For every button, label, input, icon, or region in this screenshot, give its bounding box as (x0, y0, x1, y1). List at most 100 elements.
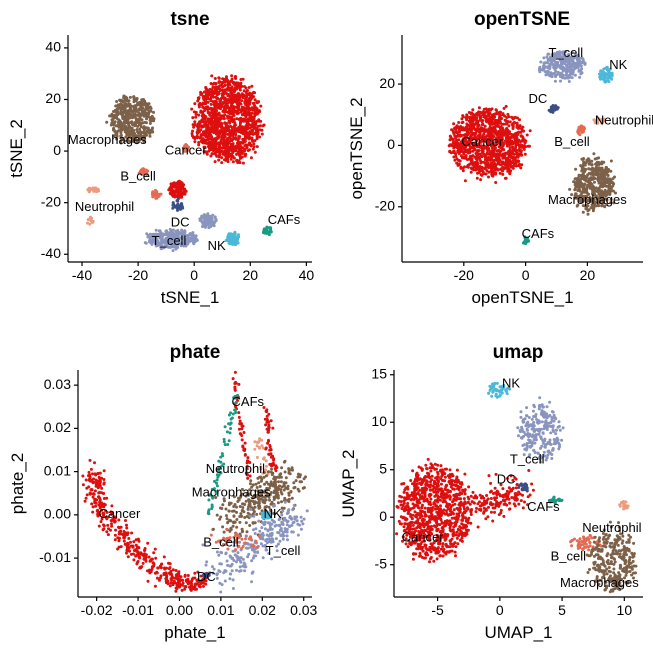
data-point (240, 427, 244, 431)
y-axis-title: openTSNE_2 (347, 97, 366, 199)
data-point (171, 568, 175, 572)
data-point (262, 123, 266, 127)
data-point (223, 145, 227, 149)
data-point (246, 93, 250, 97)
data-point (487, 170, 491, 174)
data-point (246, 476, 250, 480)
data-point (96, 472, 100, 476)
data-point (252, 145, 256, 149)
data-point (231, 128, 235, 132)
data-point (518, 153, 522, 157)
data-point (578, 75, 582, 79)
data-point (480, 123, 484, 127)
data-point (467, 150, 471, 154)
data-point (241, 77, 245, 81)
cluster-label-cafs: CAFs (268, 212, 301, 227)
data-point (171, 249, 175, 253)
data-point (493, 158, 497, 162)
data-point (225, 149, 229, 153)
data-point (151, 190, 155, 194)
data-point (483, 116, 487, 120)
data-point (499, 126, 503, 130)
cluster-label-t-cell: T_cell (548, 45, 583, 60)
data-point (609, 159, 613, 163)
data-point (236, 140, 240, 144)
data-point (168, 584, 172, 588)
data-point (220, 161, 224, 165)
data-point (491, 164, 495, 168)
data-point (89, 215, 93, 219)
data-point (491, 150, 495, 153)
data-point (247, 126, 251, 130)
data-point (241, 96, 245, 100)
data-point (612, 182, 616, 186)
data-point (190, 107, 194, 111)
data-point (572, 65, 576, 69)
data-point (464, 154, 468, 158)
data-point (118, 120, 122, 123)
data-point (512, 164, 516, 168)
data-point (100, 501, 103, 505)
data-point (461, 150, 465, 154)
data-point (248, 111, 251, 115)
data-point (235, 111, 239, 115)
data-point (94, 504, 98, 508)
data-point (135, 128, 139, 131)
data-point (599, 177, 603, 181)
data-point (490, 120, 494, 124)
data-point (248, 100, 252, 104)
data-point (130, 531, 134, 535)
data-point (206, 100, 210, 104)
data-point (127, 115, 131, 119)
data-point (498, 171, 502, 175)
data-point (239, 116, 243, 120)
data-point (182, 183, 186, 187)
data-point (192, 235, 196, 239)
data-point (113, 538, 117, 542)
data-point (579, 164, 583, 168)
data-point (148, 121, 152, 125)
data-point (169, 577, 173, 581)
cluster-label-nk: NK (609, 57, 627, 72)
data-point (227, 106, 231, 110)
data-point (457, 148, 460, 152)
data-point (144, 114, 148, 118)
data-point (607, 75, 611, 79)
data-point (464, 116, 468, 120)
data-point (214, 108, 218, 112)
data-point (209, 223, 213, 227)
data-point (480, 126, 483, 130)
data-point (602, 181, 606, 185)
data-point (509, 165, 513, 169)
data-point (553, 79, 557, 83)
data-point (234, 239, 238, 243)
data-point (479, 178, 483, 182)
data-point (213, 77, 217, 80)
data-point (210, 128, 214, 132)
data-point (90, 502, 94, 506)
data-point (138, 112, 142, 116)
data-point (240, 434, 244, 437)
data-point (203, 225, 207, 229)
data-point (236, 86, 240, 89)
data-point (480, 120, 484, 124)
data-point (209, 107, 213, 111)
data-point (590, 176, 593, 180)
data-point (238, 148, 242, 152)
data-point (204, 101, 207, 105)
data-point (498, 110, 502, 114)
data-point (153, 547, 157, 551)
data-point (146, 569, 149, 573)
data-point (230, 74, 234, 78)
data-point (171, 202, 175, 206)
data-point (213, 119, 217, 123)
data-point (580, 67, 584, 71)
data-point (178, 583, 182, 587)
data-point (501, 172, 505, 176)
data-point (603, 171, 607, 175)
data-point (538, 70, 542, 74)
data-point (574, 167, 578, 171)
data-point (224, 122, 228, 126)
data-point (81, 474, 85, 478)
data-point (570, 70, 574, 74)
